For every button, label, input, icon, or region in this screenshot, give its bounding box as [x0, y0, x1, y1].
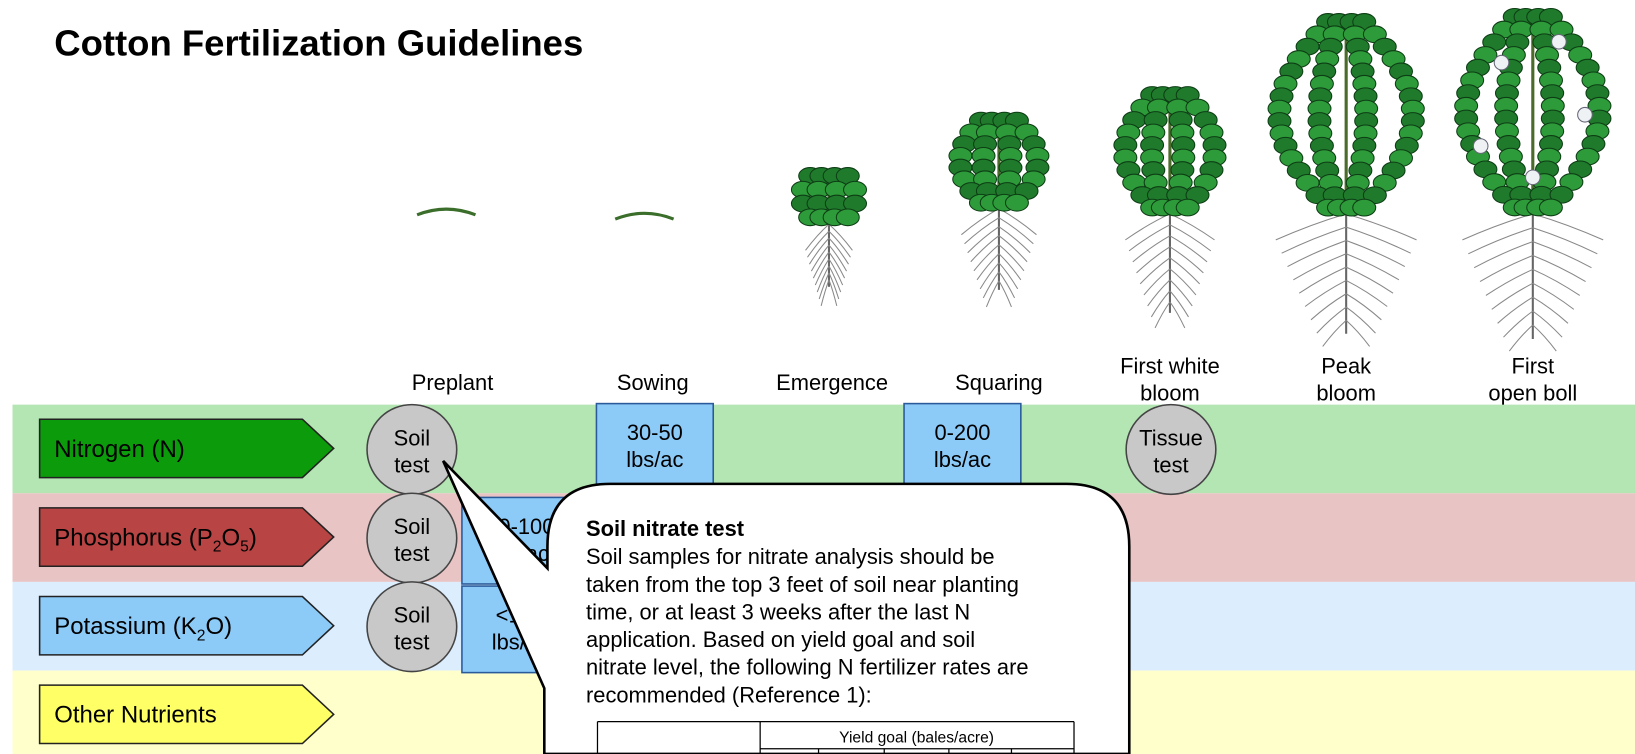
stage-label: Squaring	[955, 370, 1043, 395]
popup-line: application. Based on yield goal and soi…	[586, 627, 975, 652]
action-text: Soil	[394, 425, 430, 450]
stage-label: Peak	[1321, 353, 1371, 378]
leaf	[1005, 194, 1028, 211]
subscript: 5	[240, 539, 249, 556]
action-text: Soil	[394, 603, 430, 628]
popup-line: taken from the top 3 feet of soil near p…	[586, 572, 1019, 597]
leaf	[1539, 199, 1562, 216]
popup-line: recommended (Reference 1):	[586, 682, 872, 707]
infographic: Cotton Fertilization Guidelines Preplant…	[0, 0, 1635, 754]
action-text: test	[1153, 452, 1188, 477]
sprout	[615, 213, 673, 219]
label-part: O	[221, 524, 240, 551]
action-text: test	[394, 630, 429, 655]
row-label: Nitrogen (N)	[54, 436, 185, 463]
stage-label: bloom	[1140, 380, 1200, 405]
action-text: Soil	[394, 514, 430, 539]
stage-label: open boll	[1488, 380, 1577, 405]
action-text: 0-200	[934, 420, 990, 445]
plant-illustrations	[417, 8, 1611, 351]
boll	[1494, 55, 1509, 70]
table-header: Yield goal (bales/acre)	[839, 729, 994, 746]
boll	[1578, 107, 1593, 122]
stage-label: First white	[1120, 353, 1220, 378]
action-text: Tissue	[1139, 425, 1203, 450]
label-part: Nitrogen (N)	[54, 436, 185, 463]
row-label: Potassium (K2O)	[54, 613, 232, 644]
label-part: Potassium (K	[54, 613, 197, 640]
stage-label: Preplant	[412, 370, 493, 395]
popup-line: Soil samples for nitrate analysis should…	[586, 544, 995, 569]
stage-labels: Preplant Sowing Emergence Squaring First whi…	[412, 353, 1577, 405]
boll	[1526, 170, 1541, 185]
row-label: Other Nutrients	[54, 702, 217, 729]
leaf	[1176, 199, 1199, 216]
row-label: Phosphorus (P2O5)	[54, 524, 257, 555]
boll	[1552, 34, 1567, 49]
action-text: 30-50	[627, 420, 683, 445]
popup-line: time, or at least 3 weeks after the last…	[586, 599, 970, 624]
label-part: )	[249, 524, 257, 551]
popup-line: nitrate level, the following N fertilize…	[586, 655, 1029, 680]
title: Cotton Fertilization Guidelines	[54, 22, 583, 63]
stage-label: Emergence	[776, 370, 888, 395]
stage-label: bloom	[1316, 380, 1376, 405]
leaf	[836, 209, 859, 226]
stage-label: First	[1512, 353, 1555, 378]
action-text: lbs/ac	[934, 447, 991, 472]
subscript: 2	[197, 627, 206, 644]
popup-title: Soil nitrate test	[586, 516, 745, 541]
page: Cotton Fertilization Guidelines Preplant…	[0, 0, 1635, 754]
action-text: test	[394, 452, 429, 477]
boll	[1473, 139, 1488, 154]
sprout	[417, 209, 475, 215]
label-part: Other Nutrients	[54, 702, 217, 729]
subscript: 2	[213, 539, 222, 556]
action-text: lbs/ac	[626, 447, 683, 472]
stage-label: Sowing	[617, 370, 689, 395]
label-part: Phosphorus (P	[54, 524, 213, 551]
label-part: O)	[205, 613, 232, 640]
action-text: test	[394, 541, 429, 566]
leaf	[1353, 199, 1376, 216]
